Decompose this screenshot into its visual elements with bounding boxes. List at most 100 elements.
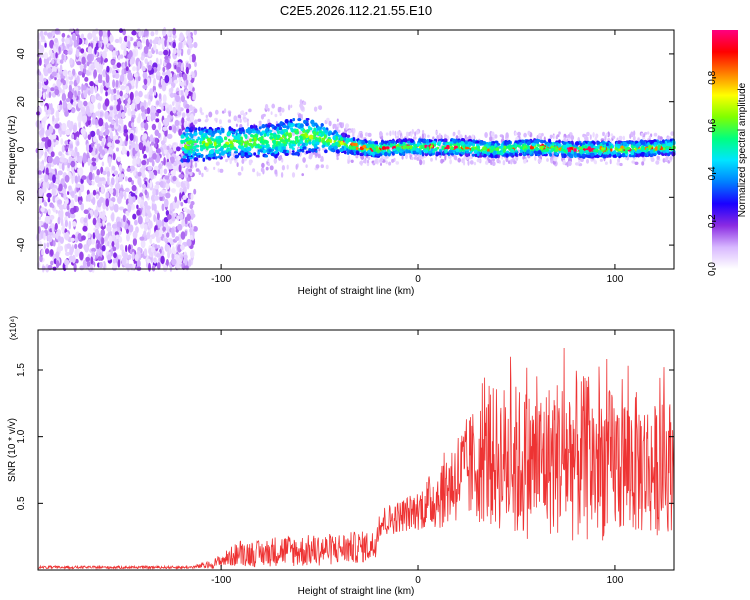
- spectrogram-noise-cell: [105, 74, 110, 83]
- spectrogram-noise-cell: [160, 255, 165, 265]
- spectrogram-noise-cell: [180, 244, 185, 251]
- spectrogram-halo-cell: [391, 158, 395, 163]
- spectrogram-noise-cell: [46, 181, 50, 189]
- spectrogram-noise-cell: [132, 50, 137, 58]
- spectrogram-noise-cell: [110, 247, 114, 257]
- spectrogram-halo-cell: [505, 132, 509, 139]
- spectrogram-noise-cell: [142, 208, 146, 218]
- spectrogram-halo-cell: [388, 161, 392, 166]
- spectrogram-noise-cell: [81, 84, 87, 91]
- spectrogram-halo-cell: [496, 158, 500, 163]
- spectrogram-noise-cell: [131, 57, 135, 65]
- spectrogram-halo-cell: [427, 134, 430, 138]
- spectrogram-halo-cell: [217, 168, 220, 173]
- spectrogram-noise-cell: [98, 29, 103, 37]
- spectrogram-halo-cell: [295, 164, 298, 170]
- spectrogram-halo-cell: [302, 157, 306, 163]
- spectrogram-noise-cell: [76, 141, 80, 146]
- spectrogram-noise-cell: [125, 66, 129, 71]
- spectrogram-halo-cell: [336, 157, 339, 161]
- spectrogram-halo-cell: [256, 171, 259, 177]
- spectrogram-noise-cell: [90, 209, 94, 218]
- spectrogram-noise-cell: [189, 55, 193, 63]
- spectrogram-noise-cell: [172, 101, 175, 106]
- spectrogram-noise-cell: [80, 183, 85, 193]
- spectrogram-noise-cell: [190, 113, 194, 122]
- spectrogram-noise-cell: [72, 221, 77, 227]
- spectrogram-noise-cell: [144, 58, 148, 64]
- spectrogram-noise-cell: [160, 140, 166, 146]
- spectrogram-noise-cell: [96, 243, 100, 250]
- spectrogram-halo-cell: [655, 160, 660, 165]
- spectrogram-noise-cell: [193, 29, 197, 36]
- spectrogram-noise-cell: [155, 57, 159, 65]
- spectrogram-noise-cell: [166, 133, 173, 139]
- spectrogram-noise-cell: [51, 59, 55, 65]
- spectrogram-noise-cell: [79, 155, 83, 164]
- spectrogram-noise-cell: [89, 81, 94, 87]
- spectrogram-noise-cell: [109, 106, 114, 111]
- spectrogram-noise-cell: [67, 102, 73, 111]
- spectrogram-noise-cell: [100, 55, 103, 65]
- spectrogram-noise-cell: [112, 152, 116, 161]
- spectrogram-noise-cell: [91, 165, 97, 171]
- spectrogram-noise-cell: [172, 34, 177, 39]
- spectrogram-halo-cell: [248, 108, 252, 113]
- spectrogram-halo-cell: [224, 108, 227, 113]
- spectrogram-noise-cell: [67, 50, 73, 55]
- spectrogram-noise-cell: [138, 90, 143, 98]
- spectrogram-halo-cell: [413, 156, 417, 160]
- spectrogram-noise-cell: [179, 212, 184, 221]
- spectrogram-noise-cell: [47, 139, 52, 148]
- spectrogram-noise-cell: [146, 231, 151, 240]
- spectrogram-noise-cell: [161, 104, 164, 111]
- spectrogram-noise-cell: [144, 189, 148, 196]
- spectrogram-halo-cell: [632, 135, 636, 142]
- spectrogram-halo-cell: [507, 160, 511, 165]
- spectrogram-noise-cell: [108, 146, 114, 155]
- spectrogram-noise-cell: [103, 36, 109, 45]
- spectrogram-noise-cell: [138, 31, 142, 38]
- spectrogram-noise-cell: [123, 48, 127, 57]
- spectrogram-halo-cell: [422, 159, 426, 165]
- spectrogram-noise-cell: [43, 77, 47, 82]
- spectrogram-noise-cell: [126, 150, 130, 157]
- spectrogram-noise-cell: [74, 131, 80, 137]
- spectrogram-noise-cell: [158, 163, 162, 170]
- spectrogram-noise-cell: [164, 175, 170, 180]
- spectrogram-noise-cell: [115, 79, 119, 88]
- spectrogram-noise-cell: [72, 68, 76, 76]
- spectrogram-noise-cell: [104, 98, 110, 107]
- spectrogram-noise-cell: [179, 192, 182, 202]
- spectrogram-noise-cell: [44, 215, 51, 224]
- spectrogram-noise-cell: [112, 188, 117, 197]
- spectrogram-noise-cell: [42, 181, 48, 188]
- spectrogram-noise-cell: [102, 170, 107, 176]
- spectrogram-noise-cell: [47, 197, 51, 203]
- spectrogram-noise-cell: [61, 122, 67, 132]
- spectrogram-noise-cell: [171, 252, 175, 261]
- spectrogram-halo-cell: [513, 160, 517, 165]
- spectrogram-noise-cell: [134, 95, 141, 105]
- spectrogram-noise-cell: [94, 228, 100, 237]
- spectrogram-noise-cell: [61, 145, 65, 153]
- spectrogram-noise-cell: [148, 146, 153, 153]
- spectrogram-noise-cell: [75, 48, 80, 58]
- spectrogram-noise-cell: [96, 128, 100, 136]
- spectrogram-noise-cell: [44, 105, 48, 113]
- spectrogram-noise-cell: [92, 232, 96, 240]
- spectrogram-noise-cell: [158, 101, 162, 108]
- spectrogram-halo-cell: [599, 158, 604, 162]
- spectrogram-noise-cell: [107, 177, 110, 185]
- spectrogram-noise-cell: [54, 156, 60, 164]
- spectrogram-noise-cell: [85, 39, 88, 46]
- spectrogram-noise-cell: [148, 262, 151, 272]
- spectrogram-noise-cell: [161, 71, 167, 76]
- spectrogram-noise-cell: [87, 46, 93, 55]
- spectrogram-noise-cell: [117, 156, 121, 162]
- spectrogram-noise-cell: [119, 244, 124, 251]
- spectrogram-noise-cell: [109, 131, 113, 139]
- spectrogram-noise-cell: [80, 106, 86, 115]
- spectrogram-noise-cell: [163, 148, 168, 155]
- spectrogram-noise-cell: [191, 213, 196, 218]
